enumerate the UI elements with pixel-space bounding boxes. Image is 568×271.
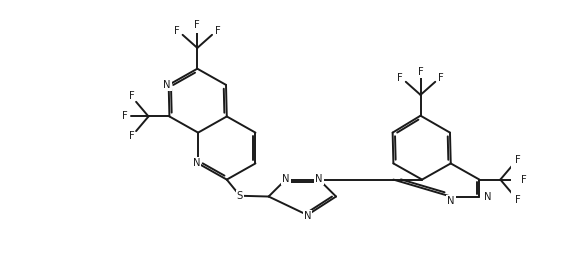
Text: F: F	[417, 67, 423, 77]
Text: N: N	[282, 174, 290, 184]
Text: N: N	[193, 159, 201, 168]
Text: F: F	[128, 91, 134, 101]
Text: N: N	[304, 211, 311, 221]
Text: N: N	[164, 80, 171, 90]
Text: N: N	[484, 192, 491, 202]
Text: N: N	[315, 174, 323, 184]
Text: F: F	[194, 20, 200, 30]
Text: F: F	[174, 26, 180, 36]
Text: N: N	[447, 196, 454, 206]
Text: F: F	[128, 131, 134, 141]
Text: F: F	[515, 154, 520, 164]
Text: F: F	[521, 175, 527, 185]
Text: F: F	[122, 111, 128, 121]
Text: S: S	[237, 191, 243, 201]
Text: F: F	[438, 73, 444, 83]
Text: F: F	[515, 195, 520, 205]
Text: F: F	[215, 26, 220, 36]
Text: F: F	[398, 73, 403, 83]
